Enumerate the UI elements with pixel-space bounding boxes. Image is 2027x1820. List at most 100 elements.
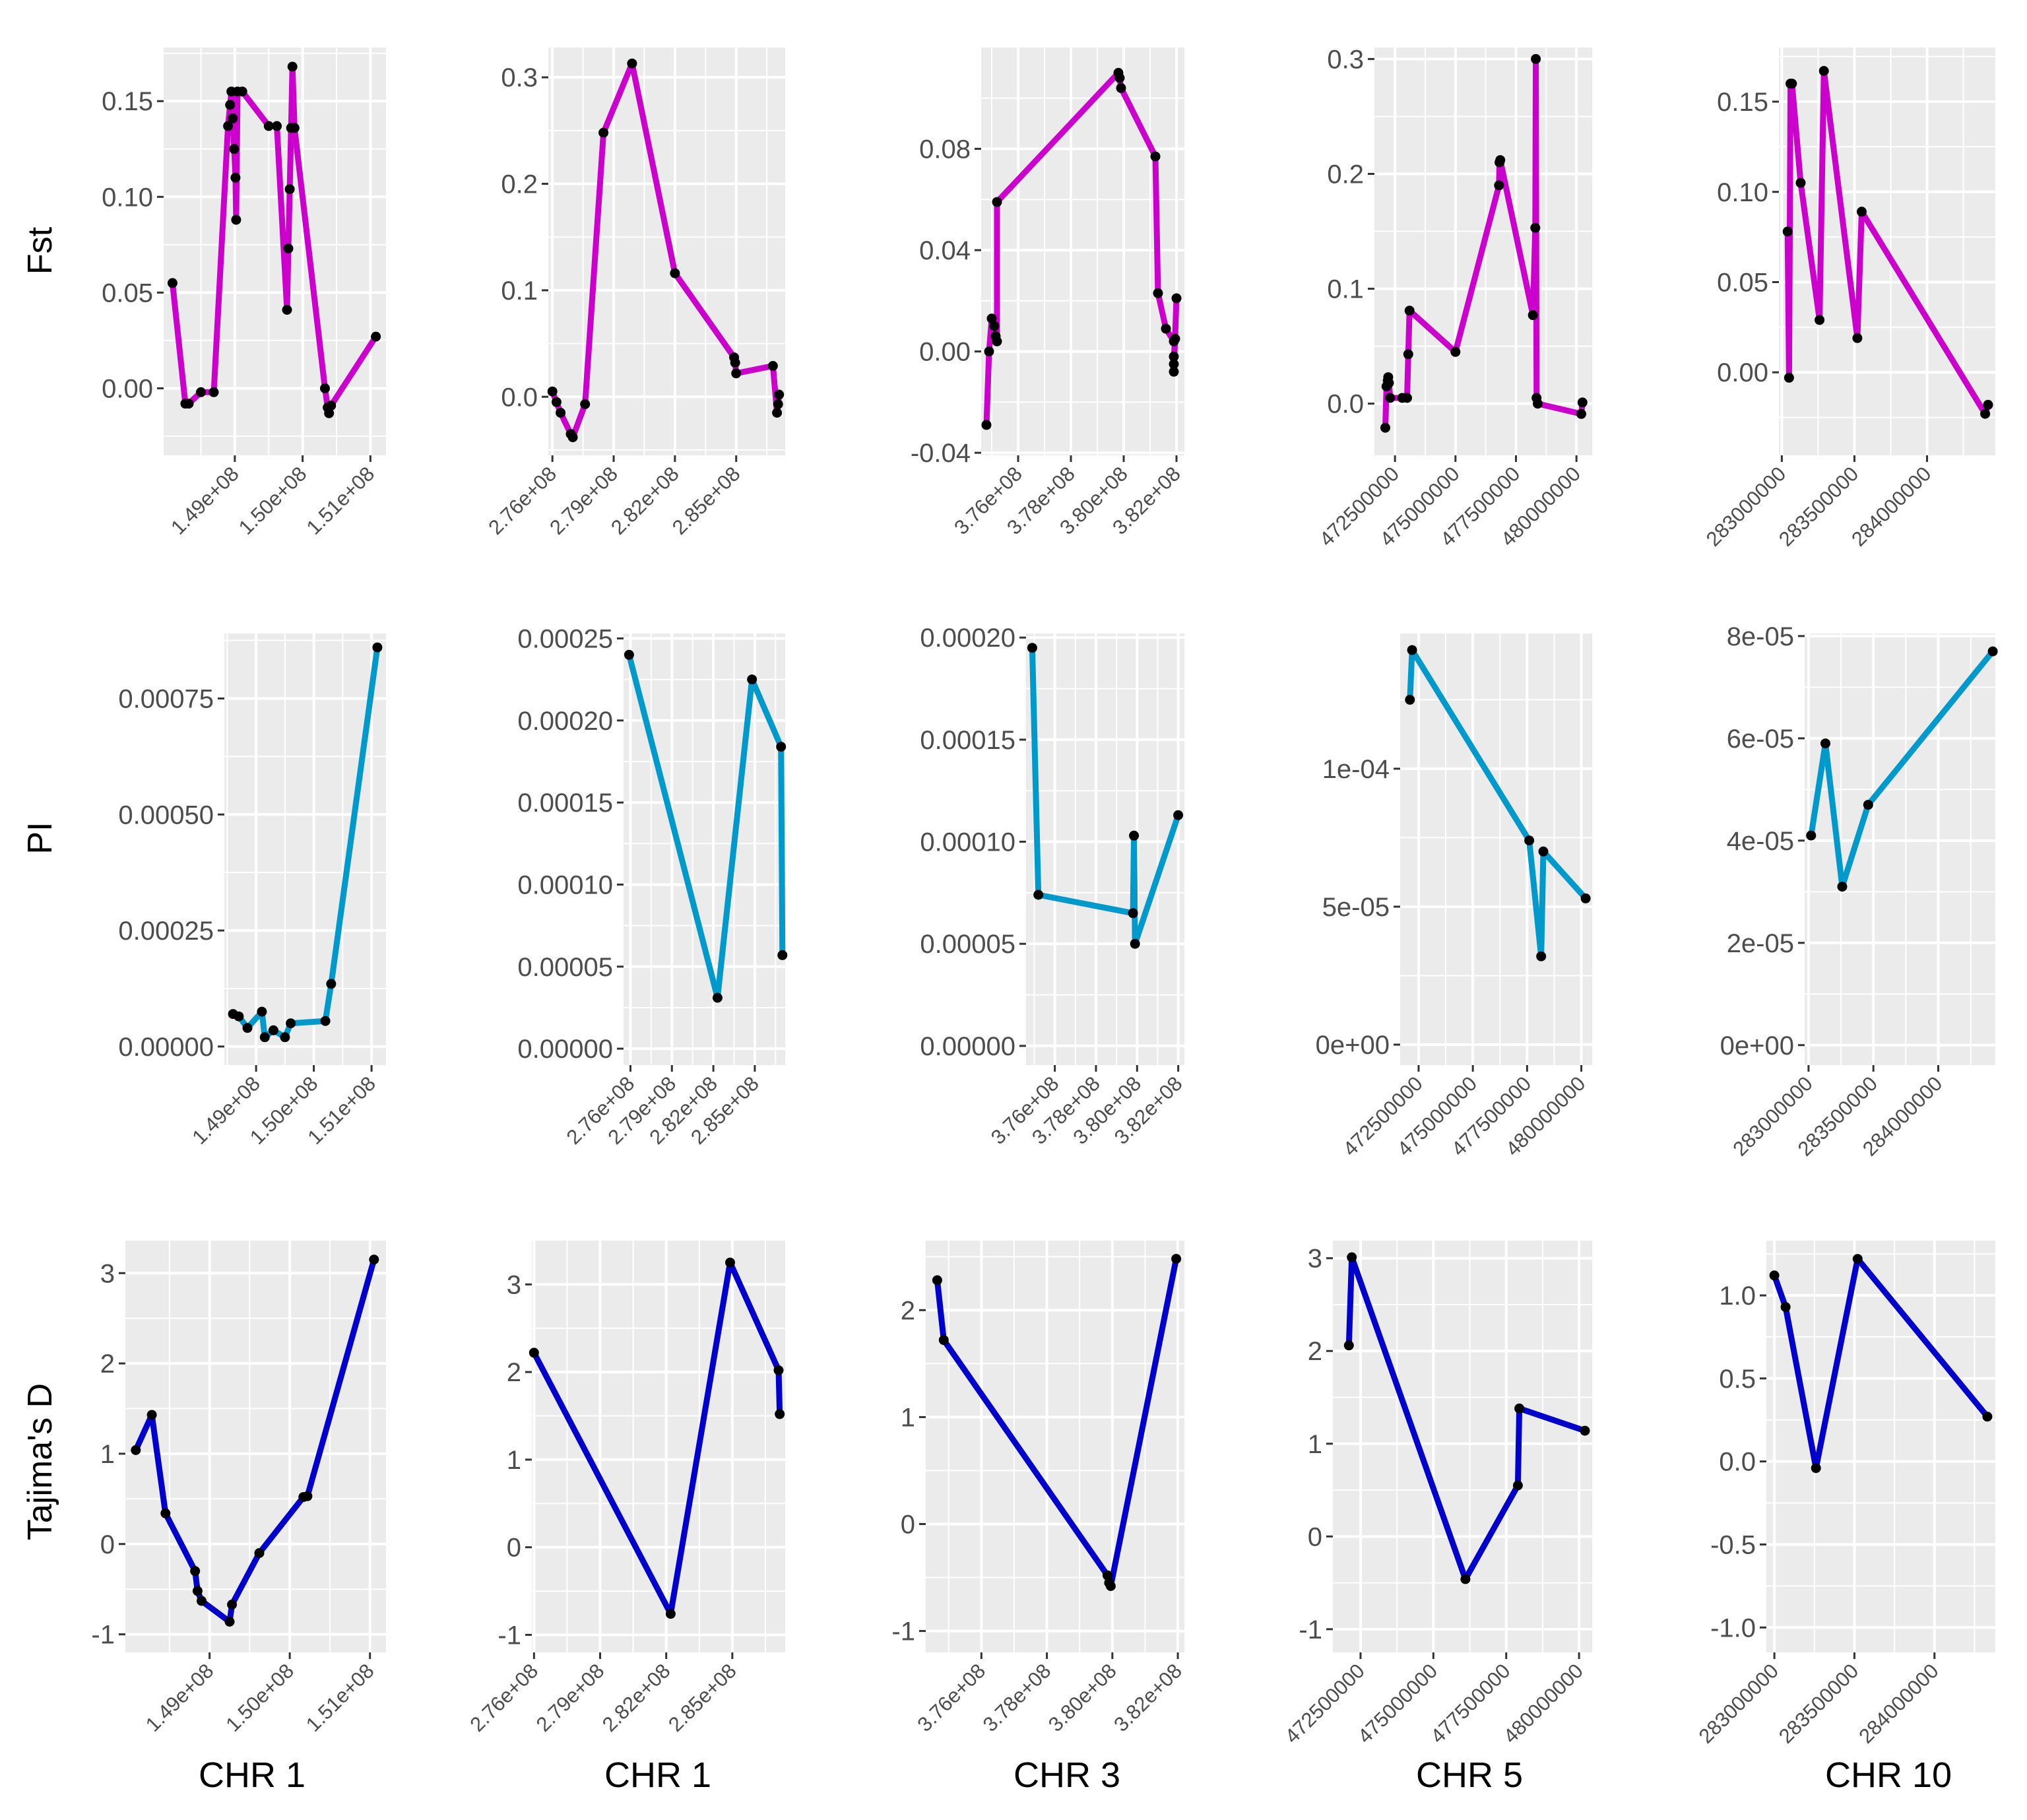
data-point: [992, 336, 1002, 346]
data-point: [547, 386, 558, 397]
data-point: [712, 992, 723, 1003]
row-label-pi: PI: [21, 822, 59, 854]
data-point: [372, 642, 383, 653]
panel-background: [224, 634, 386, 1065]
data-point: [1769, 1270, 1780, 1281]
panel-pi-1: 0.000000.000250.000500.000751.49e+081.50…: [118, 634, 386, 1149]
data-point: [1795, 178, 1806, 188]
data-point: [551, 397, 562, 407]
panel-fst-5: 0.000.050.100.15283000000283500000284000…: [1702, 48, 1995, 551]
data-point: [242, 1023, 253, 1033]
data-point: [773, 1365, 784, 1375]
y-tick-label: 3: [100, 1259, 115, 1288]
y-tick-label: 8e-05: [1727, 622, 1794, 651]
y-tick-label: -1.0: [1710, 1613, 1756, 1642]
data-point: [1837, 882, 1848, 892]
data-point: [229, 144, 240, 154]
data-point: [282, 305, 292, 315]
y-tick-label: 0e+00: [1720, 1031, 1794, 1060]
data-point: [228, 113, 238, 123]
column-title-5: CHR 10: [1825, 1755, 1952, 1795]
data-point: [772, 408, 783, 418]
y-tick-label: 0.10: [102, 183, 153, 212]
y-tick-label: 1: [507, 1446, 521, 1475]
panel-tajima-4: -101234725000004750000004775000004800000…: [1280, 1241, 1592, 1748]
y-tick-label: 0.00025: [517, 624, 613, 653]
y-tick-label: 0.00020: [517, 707, 613, 736]
data-point: [1116, 82, 1126, 93]
panel-background: [1026, 634, 1184, 1065]
y-tick-label: 1: [1308, 1430, 1322, 1459]
y-tick-label: 0e+00: [1316, 1031, 1390, 1060]
data-point: [1818, 66, 1829, 76]
data-point: [627, 58, 637, 69]
y-tick-label: 0.05: [102, 278, 153, 308]
data-point: [227, 1600, 238, 1609]
data-point: [1153, 288, 1163, 298]
data-point: [326, 401, 337, 411]
data-point: [1784, 372, 1794, 383]
y-tick-label: 0.05: [1717, 268, 1768, 297]
data-point: [289, 123, 300, 133]
data-point: [776, 742, 787, 752]
data-point: [320, 1016, 331, 1026]
data-point: [371, 331, 381, 342]
data-point: [1027, 643, 1037, 653]
data-point: [938, 1335, 949, 1346]
data-point: [1405, 694, 1415, 705]
data-point: [326, 979, 337, 989]
data-point: [1033, 890, 1044, 900]
data-point: [167, 278, 177, 288]
y-tick-label: 1e-04: [1322, 755, 1390, 784]
data-point: [1347, 1252, 1357, 1262]
data-point: [624, 649, 634, 660]
data-point: [556, 408, 566, 418]
data-point: [1404, 306, 1415, 316]
data-point: [1806, 830, 1817, 841]
y-tick-label: 0.00000: [118, 1033, 214, 1062]
x-tick-label: 1.50e+08: [221, 1659, 298, 1736]
data-point: [731, 368, 742, 379]
data-point: [1170, 333, 1180, 344]
data-point: [981, 420, 992, 430]
x-tick-label: 2.82e+08: [598, 1659, 675, 1736]
y-tick-label: 0.15: [102, 87, 153, 116]
data-point: [254, 1548, 265, 1558]
data-point: [774, 389, 785, 400]
data-point: [268, 1025, 278, 1035]
data-point: [1161, 323, 1171, 334]
y-tick-label: 6e-05: [1727, 725, 1794, 754]
panel-tajima-5: -1.0 -0.5 0.0 0.5 1.0 28300000028350000028400…: [1694, 1241, 1995, 1748]
data-point: [231, 214, 241, 225]
data-point: [1852, 1254, 1863, 1264]
y-tick-label: 0.3: [501, 63, 538, 92]
data-point: [272, 121, 282, 131]
data-point: [1528, 310, 1538, 321]
data-point: [1173, 810, 1184, 820]
data-point: [183, 399, 194, 409]
y-tick-label: 0: [100, 1530, 115, 1559]
x-tick-label: 2.79e+08: [532, 1659, 609, 1736]
data-point: [1531, 53, 1541, 64]
y-tick-label: 0.3: [1327, 45, 1364, 74]
y-tick-label: 0: [507, 1534, 521, 1563]
y-tick-label: 0.0: [1327, 390, 1364, 419]
row-label-fst: Fst: [21, 226, 59, 275]
panel-fst-3: -0.040.000.040.083.76e+083.78e+083.80e+0…: [911, 48, 1185, 539]
data-point: [263, 121, 274, 131]
data-point: [1402, 393, 1412, 403]
data-point: [1982, 1412, 1993, 1422]
data-point: [1171, 1254, 1182, 1264]
data-point: [286, 1018, 296, 1029]
data-point: [237, 86, 247, 97]
row-label-tajima: Tajima's D: [21, 1383, 59, 1540]
data-point: [190, 1566, 201, 1576]
data-point: [192, 1586, 203, 1596]
y-tick-label: 0.00025: [118, 917, 214, 946]
series-line: [549, 60, 783, 441]
y-tick-label: -1: [91, 1621, 115, 1650]
data-point: [1407, 645, 1417, 655]
y-tick-label: 3: [507, 1270, 521, 1299]
y-tick-label: -1: [891, 1617, 915, 1646]
